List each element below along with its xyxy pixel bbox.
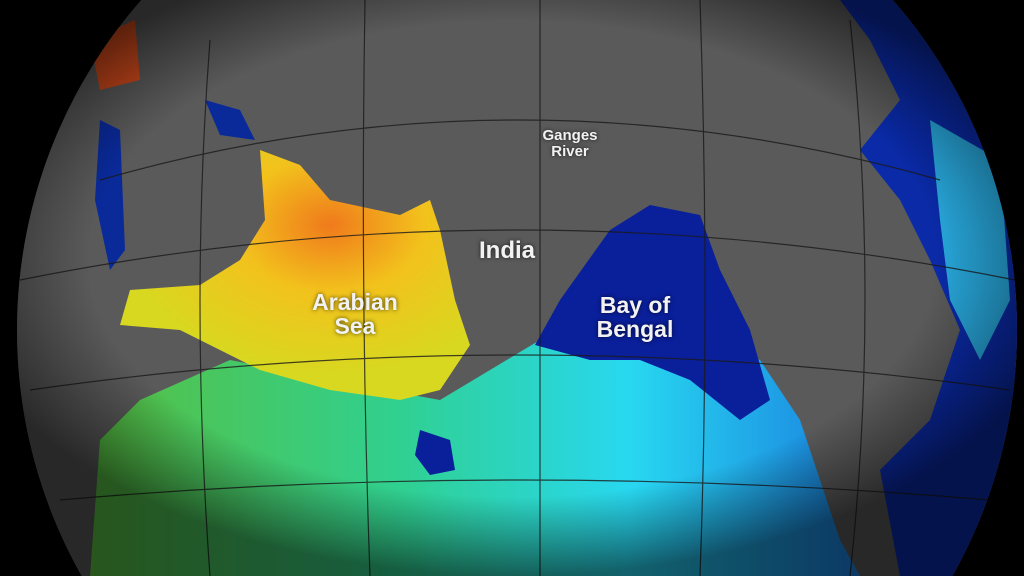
label-bay-of-bengal: Bay of Bengal xyxy=(596,292,674,343)
label-arabian-sea: Arabian Sea xyxy=(312,289,398,340)
label-india: India xyxy=(478,237,535,264)
label-ganges-river: Ganges River xyxy=(542,127,598,160)
